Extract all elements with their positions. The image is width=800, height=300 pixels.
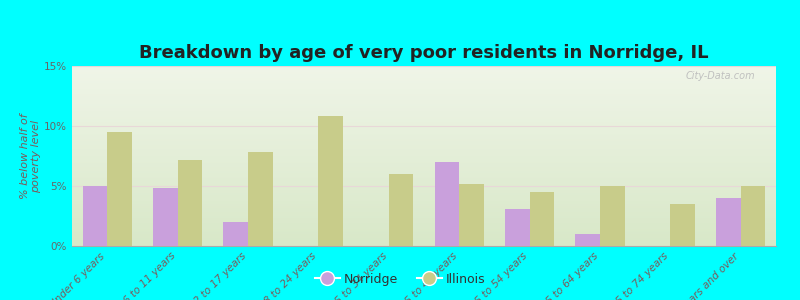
Bar (530, 192, 554, 246)
Bar (107, 132, 132, 246)
Y-axis label: % below half of
poverty level: % below half of poverty level (20, 113, 42, 199)
Bar (178, 160, 202, 246)
Bar (600, 186, 625, 246)
Bar (459, 184, 484, 246)
Title: Breakdown by age of very poor residents in Norridge, IL: Breakdown by age of very poor residents … (139, 44, 709, 62)
Bar (318, 116, 343, 246)
Bar (248, 152, 273, 246)
Bar (153, 188, 178, 246)
Bar (389, 174, 414, 246)
Text: City-Data.com: City-Data.com (686, 71, 755, 81)
Bar (670, 204, 695, 246)
Bar (223, 222, 248, 246)
Bar (434, 162, 459, 246)
Bar (741, 186, 766, 246)
Legend: Norridge, Illinois: Norridge, Illinois (310, 268, 490, 291)
Bar (505, 209, 530, 246)
Bar (82, 186, 107, 246)
Bar (716, 198, 741, 246)
Bar (575, 234, 600, 246)
